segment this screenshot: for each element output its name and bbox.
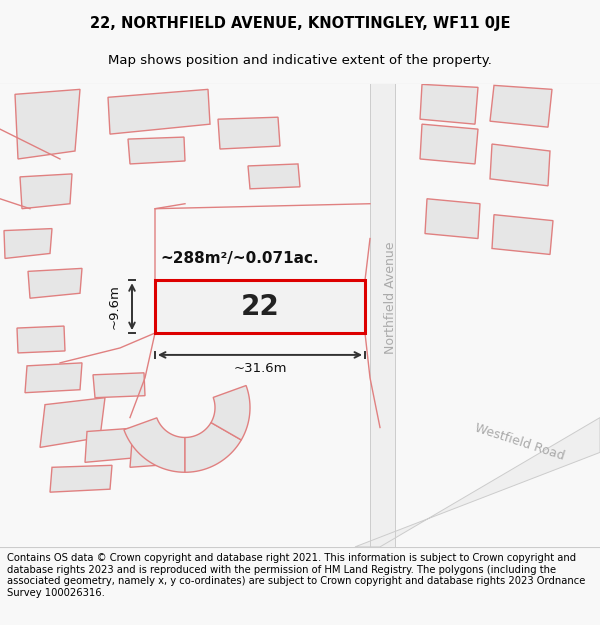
Polygon shape xyxy=(218,118,280,149)
Polygon shape xyxy=(108,89,210,134)
Polygon shape xyxy=(20,174,72,209)
Text: Westfield Road: Westfield Road xyxy=(473,422,566,463)
Text: ~9.6m: ~9.6m xyxy=(107,284,121,329)
Polygon shape xyxy=(128,137,185,164)
Polygon shape xyxy=(15,89,80,159)
Bar xyxy=(370,84,395,547)
Text: 22, NORTHFIELD AVENUE, KNOTTINGLEY, WF11 0JE: 22, NORTHFIELD AVENUE, KNOTTINGLEY, WF11… xyxy=(90,16,510,31)
Text: Contains OS data © Crown copyright and database right 2021. This information is : Contains OS data © Crown copyright and d… xyxy=(7,553,586,598)
Polygon shape xyxy=(492,214,553,254)
Text: Northfield Avenue: Northfield Avenue xyxy=(383,242,397,354)
Polygon shape xyxy=(158,284,212,330)
Text: 22: 22 xyxy=(241,292,280,321)
Polygon shape xyxy=(420,124,478,164)
Text: ~288m²/~0.071ac.: ~288m²/~0.071ac. xyxy=(161,251,319,266)
Polygon shape xyxy=(40,398,105,448)
Polygon shape xyxy=(248,164,300,189)
Text: ~31.6m: ~31.6m xyxy=(233,362,287,376)
Polygon shape xyxy=(17,326,65,353)
Polygon shape xyxy=(490,86,552,127)
Polygon shape xyxy=(50,466,112,492)
Text: Map shows position and indicative extent of the property.: Map shows position and indicative extent… xyxy=(108,54,492,68)
Polygon shape xyxy=(124,418,185,472)
Polygon shape xyxy=(4,229,52,258)
Polygon shape xyxy=(425,199,480,239)
Polygon shape xyxy=(25,363,82,392)
Polygon shape xyxy=(85,428,142,462)
Polygon shape xyxy=(420,84,478,124)
Polygon shape xyxy=(211,386,250,440)
Polygon shape xyxy=(355,418,600,547)
Polygon shape xyxy=(185,422,241,472)
Polygon shape xyxy=(490,144,550,186)
Polygon shape xyxy=(28,268,82,298)
Bar xyxy=(155,281,365,333)
Polygon shape xyxy=(93,373,145,398)
Polygon shape xyxy=(130,439,186,468)
